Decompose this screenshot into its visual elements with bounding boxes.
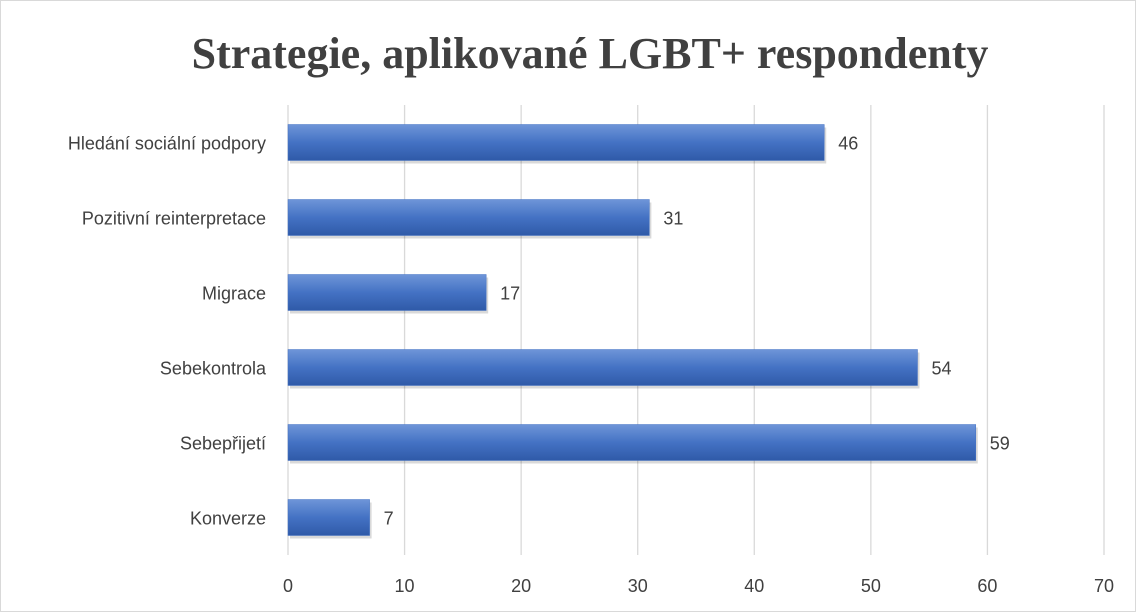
x-tick-label: 70	[1094, 576, 1114, 596]
x-tick-label: 50	[861, 576, 881, 596]
data-label: 46	[838, 133, 858, 153]
data-label: 31	[663, 208, 683, 228]
y-tick-label: Pozitivní reinterpretace	[82, 208, 266, 228]
bar	[287, 124, 825, 161]
x-tick-label: 60	[977, 576, 997, 596]
x-tick-label: 40	[744, 576, 764, 596]
bar	[287, 274, 487, 311]
bar	[287, 424, 977, 461]
x-tick-label: 30	[628, 576, 648, 596]
x-tick-label: 0	[283, 576, 293, 596]
data-label: 59	[990, 433, 1010, 453]
data-label: 17	[500, 283, 520, 303]
bar	[287, 199, 650, 236]
y-tick-label: Sebepřijetí	[180, 433, 266, 453]
chart-title: Strategie, aplikované LGBT+ respondenty	[192, 29, 989, 78]
bar	[287, 349, 918, 386]
data-label: 7	[384, 508, 394, 528]
y-tick-label: Migrace	[202, 283, 266, 303]
data-label: 54	[931, 358, 951, 378]
x-tick-label: 10	[395, 576, 415, 596]
y-tick-label: Sebekontrola	[160, 358, 267, 378]
x-tick-label: 20	[511, 576, 531, 596]
y-tick-label: Hledání sociální podpory	[68, 133, 266, 153]
bar	[287, 499, 370, 536]
y-tick-label: Konverze	[190, 508, 266, 528]
